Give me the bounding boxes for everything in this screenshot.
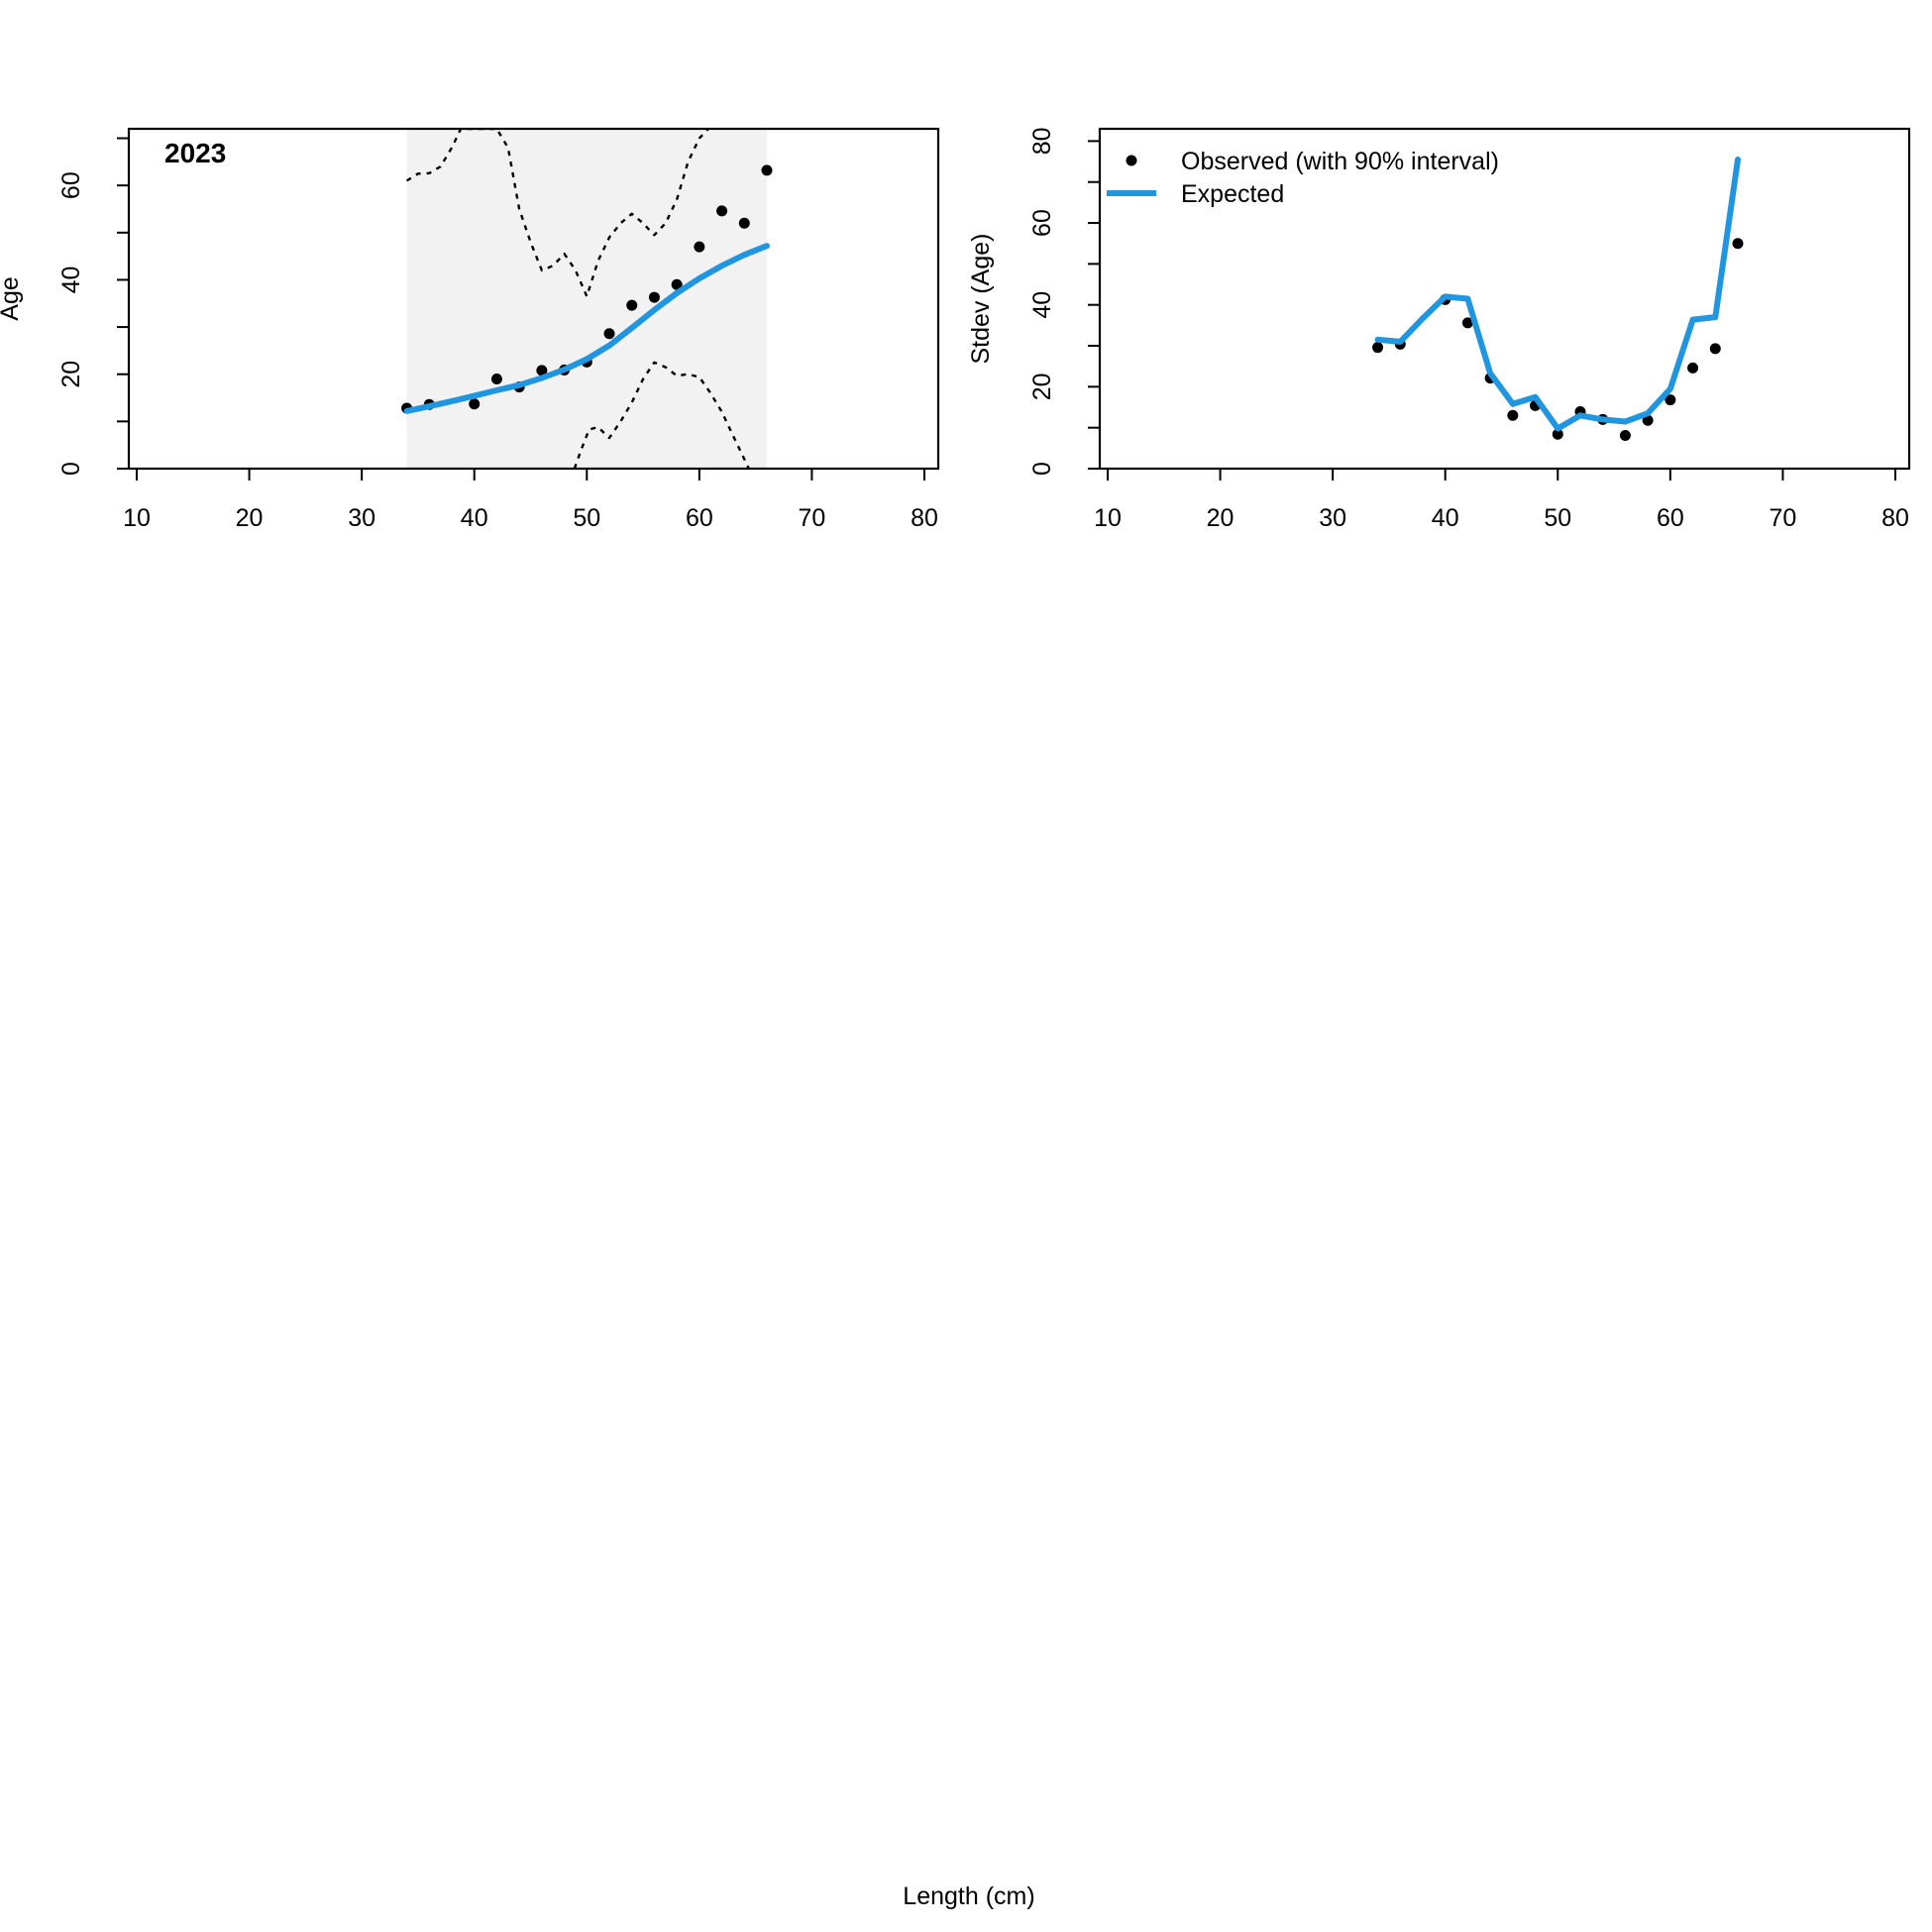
observed-point [1732,238,1744,250]
x-tick-label: 20 [236,504,264,532]
x-tick-label: 60 [1657,504,1684,532]
y-tick-label: 20 [57,361,85,388]
y-tick-label: 0 [57,462,85,476]
observed-point [1642,414,1654,426]
x-tick-label: 30 [1319,504,1346,532]
x-tick-label: 50 [1544,504,1571,532]
stdev-age-panel: 10 20 30 40 50 60 70 80 0 20 40 60 80 Stdev (Age) Obse… [967,127,1911,532]
observed-point [490,373,502,384]
y-tick-label: 60 [1028,209,1056,237]
legend-label: Expected [1181,180,1284,208]
x-tick-label: 70 [799,504,826,532]
observed-point [671,278,683,290]
y-tick-label: 20 [1028,373,1056,400]
x-tick-label: 40 [461,504,488,532]
x-tick-label: 20 [1207,504,1234,532]
year-label: 2023 [164,138,226,168]
observed-point [716,205,728,217]
observed-point [738,217,750,229]
x-tick-label: 40 [1432,504,1459,532]
y-tick-label: 0 [1028,462,1056,476]
plot-area [401,129,773,469]
x-tick-label: 50 [573,504,600,532]
x-axis-title: Length (cm) [903,1882,1034,1910]
observed-point [1372,342,1384,354]
x-tick-label: 70 [1770,504,1797,532]
observed-point [1709,343,1721,355]
x-tick-label: 10 [1094,504,1122,532]
observed-point [1619,430,1631,442]
age-at-length-panel: 10 20 30 40 50 60 70 80 0 20 40 60 Age 2023 [0,127,940,532]
x-tick-label: 80 [1881,504,1909,532]
x-tick-label: 60 [686,504,713,532]
observed-point [469,398,481,410]
interval-shade [406,129,767,469]
observed-point [536,365,548,376]
observed-point [1507,409,1519,421]
observed-point [1664,394,1676,406]
y-axis-title: Stdev (Age) [967,233,995,364]
observed-point [1687,362,1699,374]
observed-point [626,299,638,311]
x-tick-label: 80 [911,504,938,532]
observed-point [694,241,705,253]
observed-point [1552,428,1563,440]
legend: Observed (with 90% interval) Expected [1107,148,1499,208]
expected-line [403,243,770,414]
observed-point [1461,317,1473,329]
legend-point-marker [1126,155,1137,166]
expected-line [1374,157,1741,432]
y-tick-label: 40 [57,267,85,294]
interval-bound-line [405,129,709,298]
x-tick-label: 10 [123,504,151,532]
y-tick-label: 80 [1028,127,1056,155]
y-tick-label: 60 [57,171,85,199]
plot-area [1372,157,1744,442]
observed-point [761,164,773,176]
legend-label: Observed (with 90% interval) [1181,148,1499,175]
y-axis-title: Age [0,276,24,320]
observed-point [648,291,660,303]
observed-point [603,328,615,340]
x-tick-label: 30 [348,504,376,532]
y-tick-label: 40 [1028,291,1056,319]
